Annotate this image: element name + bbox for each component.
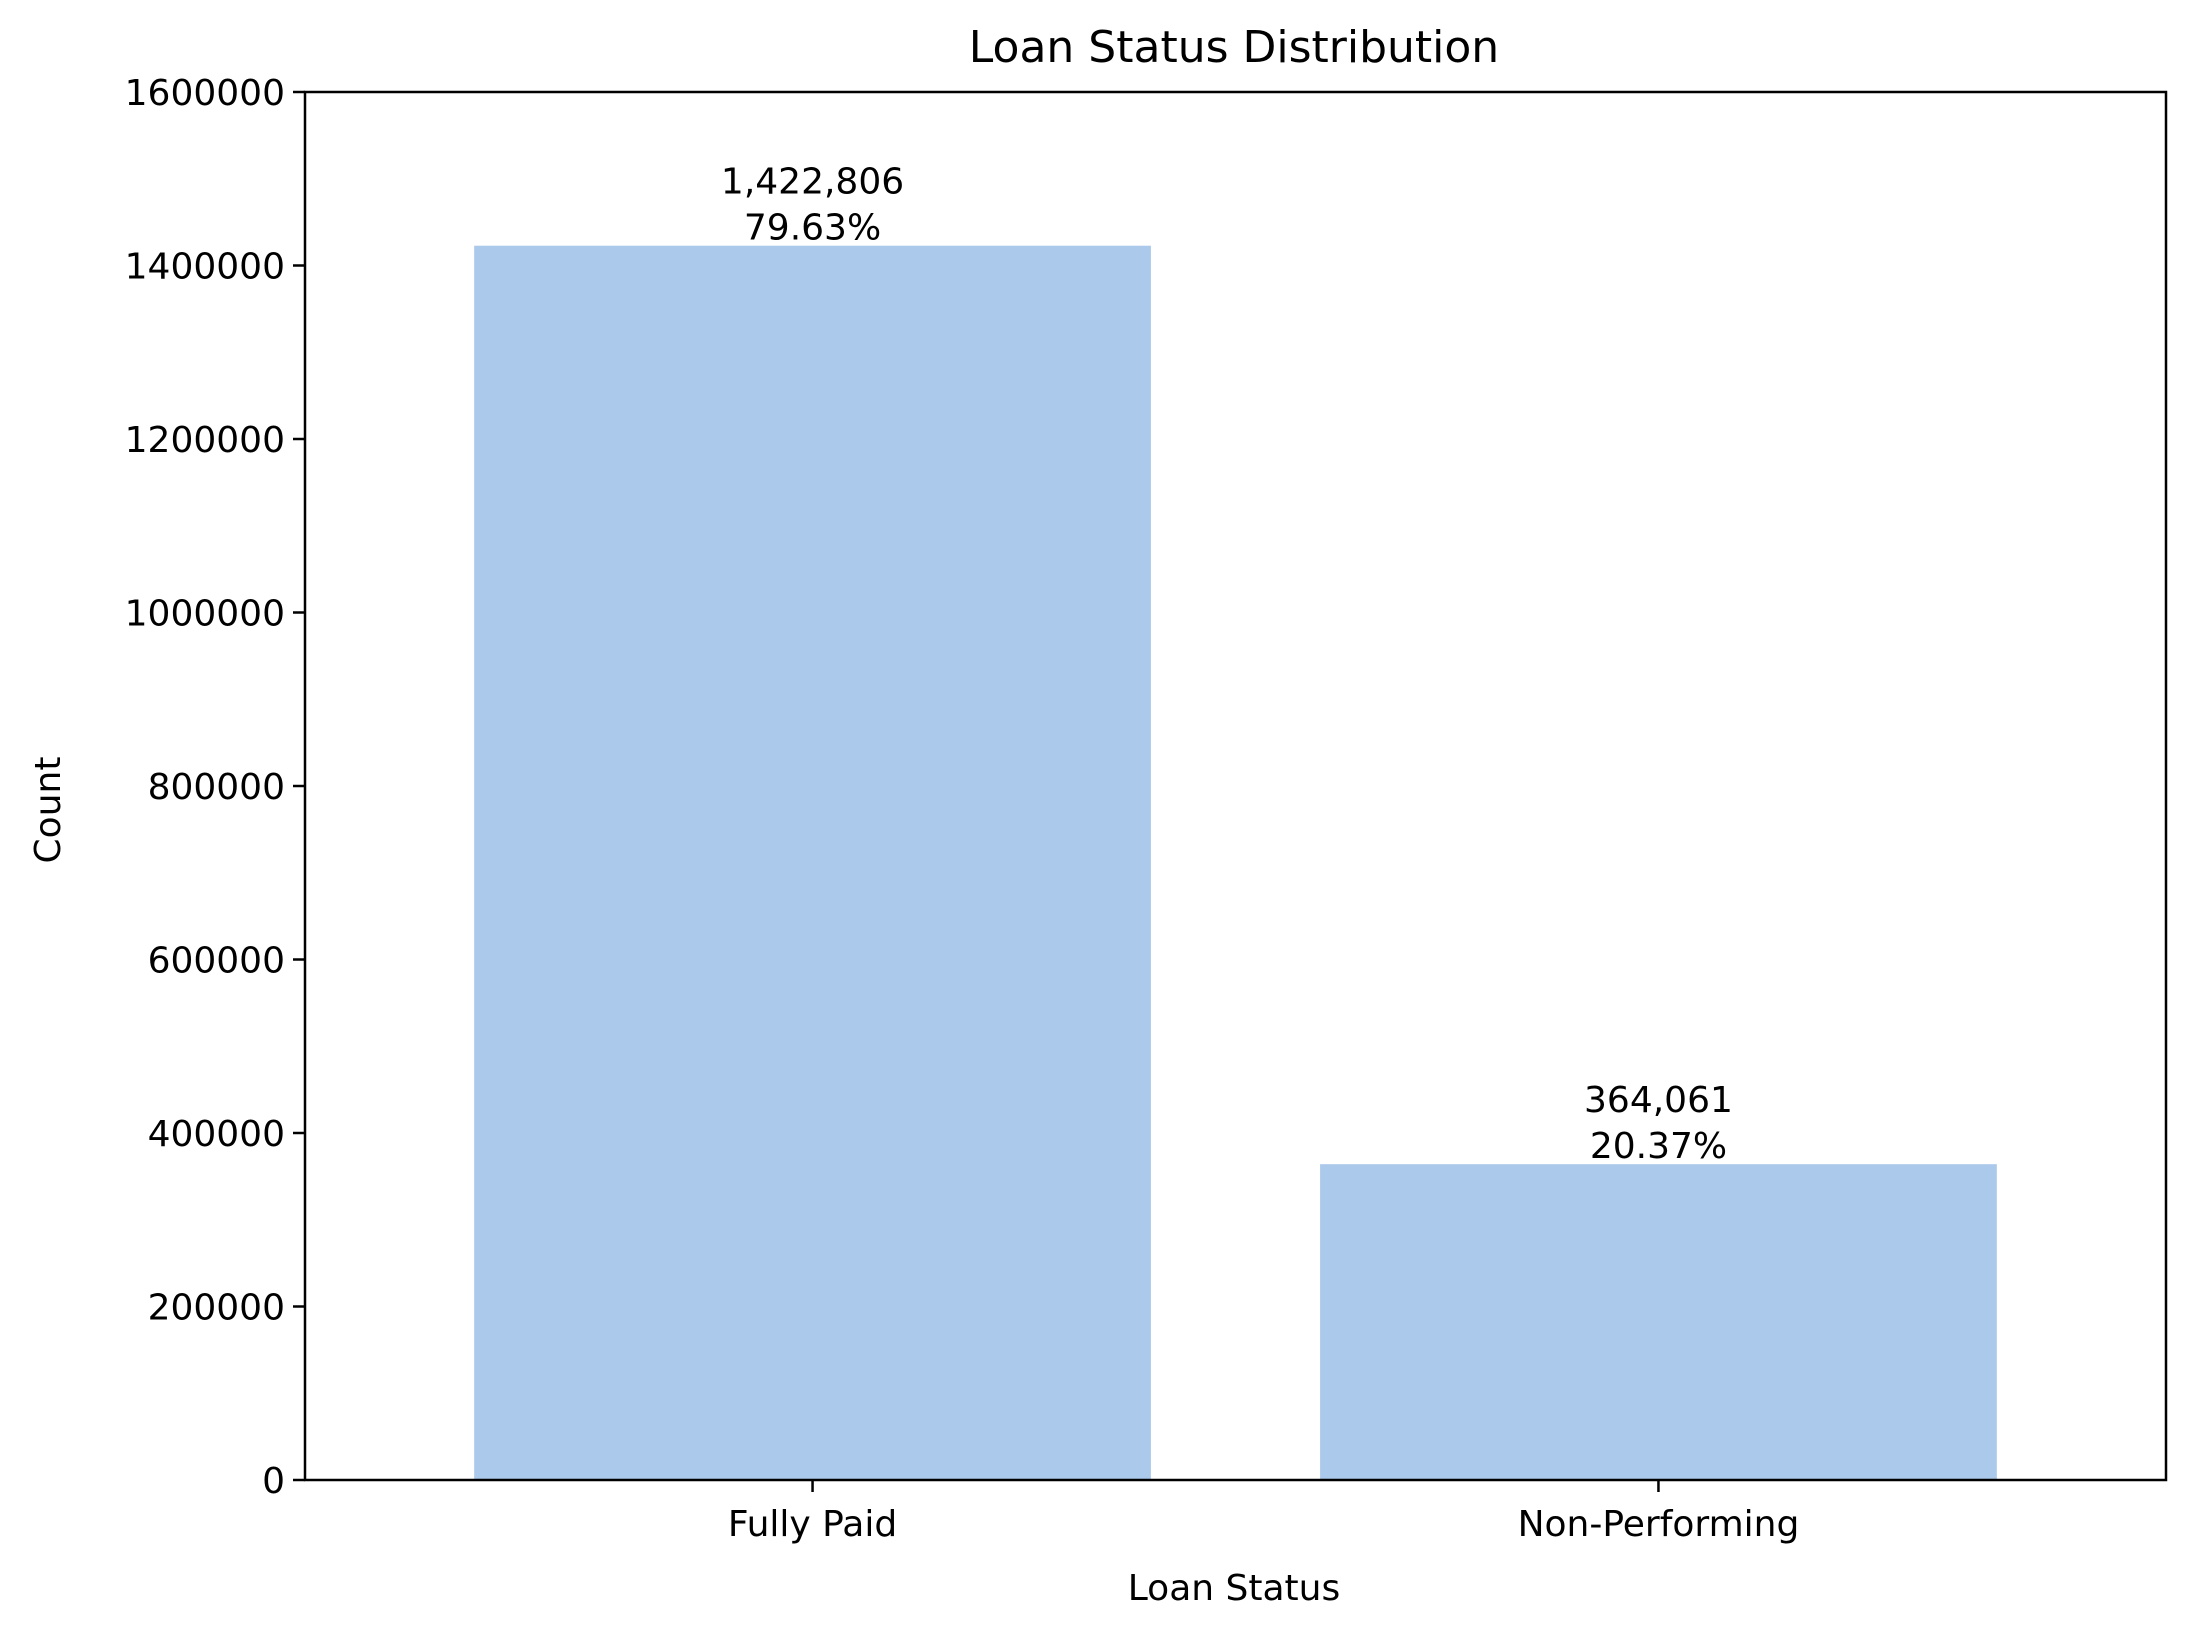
x-axis-label: Loan Status <box>1128 1568 1340 1609</box>
x-tick-label: Fully Paid <box>728 1504 897 1545</box>
y-tick-label: 1400000 <box>125 247 285 288</box>
chart-title: Loan Status Distribution <box>969 22 1499 73</box>
y-axis-label: Count <box>28 757 69 864</box>
bar-percent-label: 79.63% <box>744 208 881 249</box>
y-tick-label: 1200000 <box>125 420 285 461</box>
x-axis-ticks: Fully Paid Non-Performing <box>728 1480 1799 1545</box>
y-tick-label: 1000000 <box>125 594 285 635</box>
bar-value-label: 1,422,806 <box>721 162 904 203</box>
y-axis-ticks: 0 200000 400000 600000 800000 1000000 1200000 1… <box>125 73 305 1502</box>
data-labels-layer: 1,422,806 79.63% 364,061 20.37% <box>721 162 1733 1167</box>
y-tick-label: 1600000 <box>125 73 285 114</box>
bar <box>1320 1164 1997 1480</box>
y-tick-label: 400000 <box>148 1114 285 1155</box>
bars-layer <box>474 245 1997 1480</box>
bar-percent-label: 20.37% <box>1590 1126 1727 1167</box>
bar <box>474 245 1151 1480</box>
y-tick-label: 600000 <box>148 941 285 982</box>
y-tick-label: 800000 <box>148 767 285 808</box>
y-tick-label: 200000 <box>148 1288 285 1329</box>
x-tick-label: Non-Performing <box>1518 1504 1800 1545</box>
y-tick-label: 0 <box>262 1461 285 1502</box>
bar-value-label: 364,061 <box>1584 1080 1733 1121</box>
